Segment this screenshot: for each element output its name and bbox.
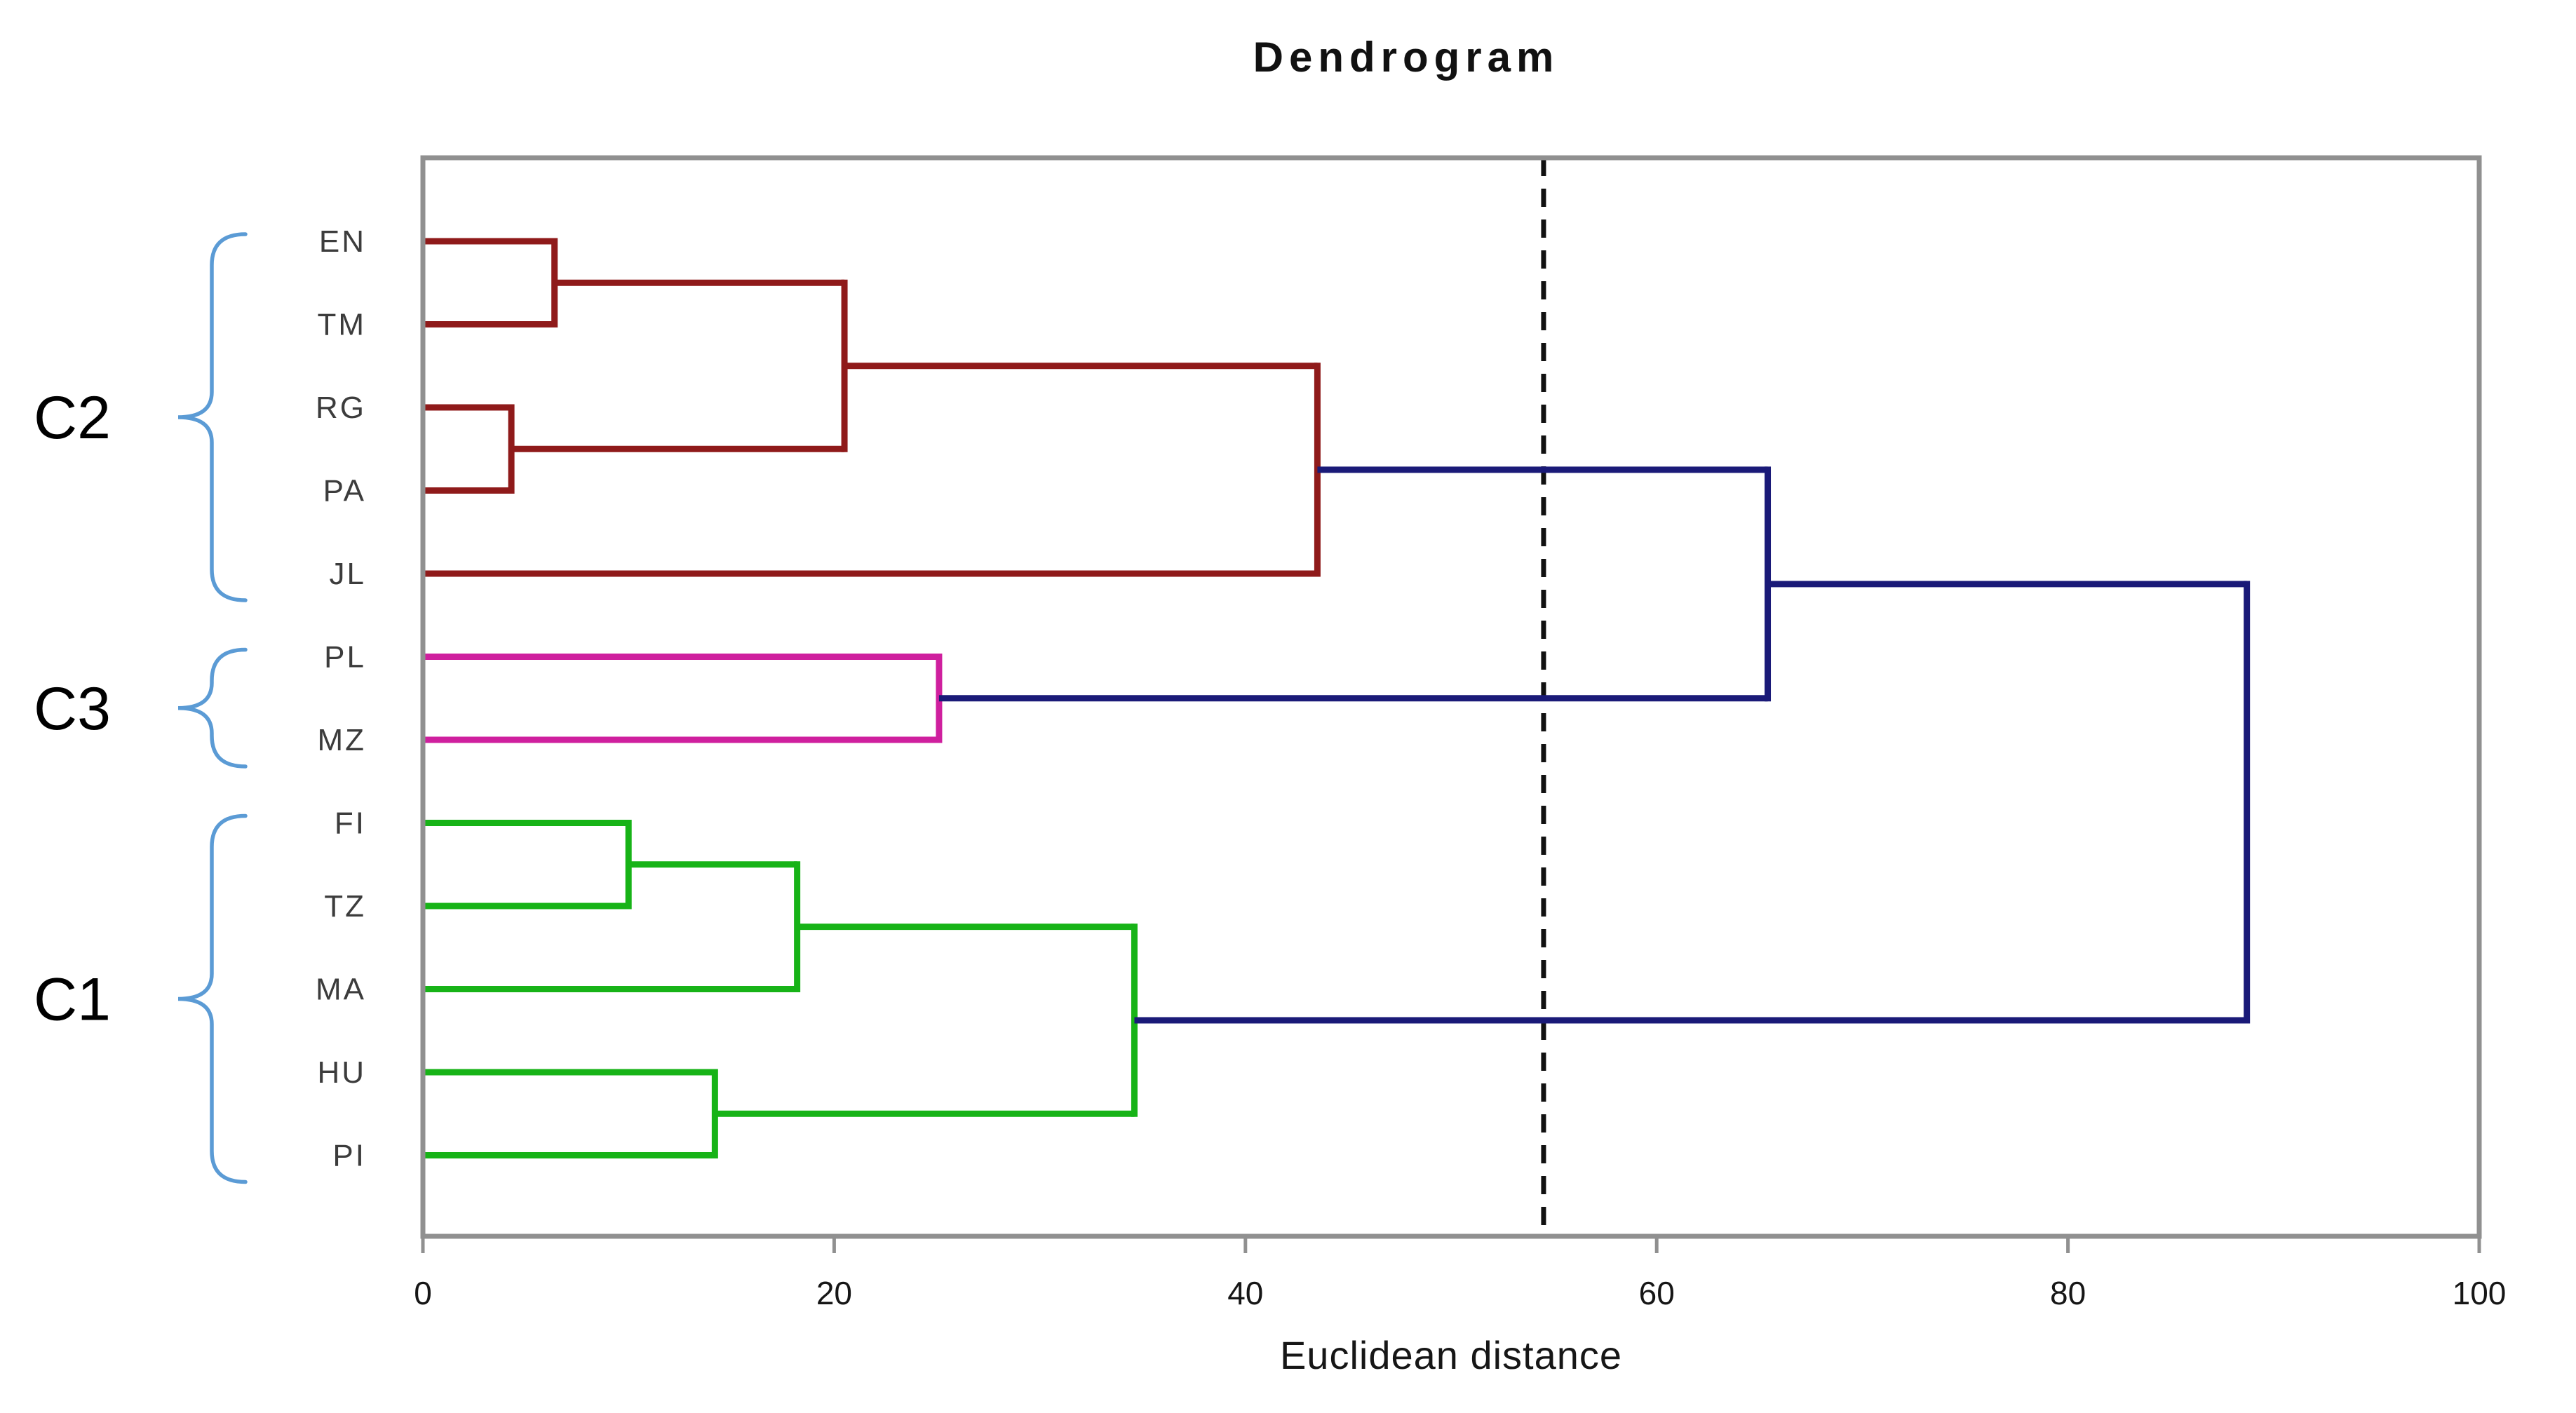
leaf-label-MZ: MZ [317,723,366,757]
x-tick-label: 20 [816,1275,852,1311]
plot-border [420,155,2482,1239]
leaf-label-JL: JL [330,557,366,591]
leaf-label-PL: PL [324,640,366,675]
chart-title: Dendrogram [1253,34,1560,81]
cluster-brackets-layer: C2 C3 C1 [34,232,248,1184]
leaf-label-EN: EN [319,224,366,259]
leaf-label-RG: RG [316,391,366,425]
cluster-label-C2: C2 [34,384,111,452]
leaf-label-TM: TM [317,308,366,342]
leaf-label-MA: MA [316,973,366,1007]
x-tick-label: 40 [1227,1275,1263,1311]
dendrogram-links-layer [423,238,2251,1158]
cluster-label-C3: C3 [34,675,111,743]
leaf-label-PA: PA [323,474,366,508]
x-tick-label: 100 [2453,1275,2507,1311]
x-tick-label: 60 [1639,1275,1675,1311]
x-axis-ticks-layer: 0 20 40 60 80 100 [414,1236,2506,1311]
leaf-label-FI: FI [335,806,366,841]
cluster-brace-C3 [177,647,248,769]
cluster-brace-C1 [177,813,248,1184]
leaf-labels-layer: EN TM RG PA JL PL MZ FI TZ MA HU PI [316,224,366,1173]
cluster-label-C1: C1 [34,966,111,1034]
x-axis-title: Euclidean distance [1280,1333,1622,1377]
x-tick-label: 80 [2050,1275,2086,1311]
cluster-brace-C2 [177,232,248,602]
x-tick-label: 0 [414,1275,432,1311]
leaf-label-PI: PI [332,1139,366,1173]
leaf-label-TZ: TZ [324,889,366,924]
leaf-label-HU: HU [317,1055,366,1090]
